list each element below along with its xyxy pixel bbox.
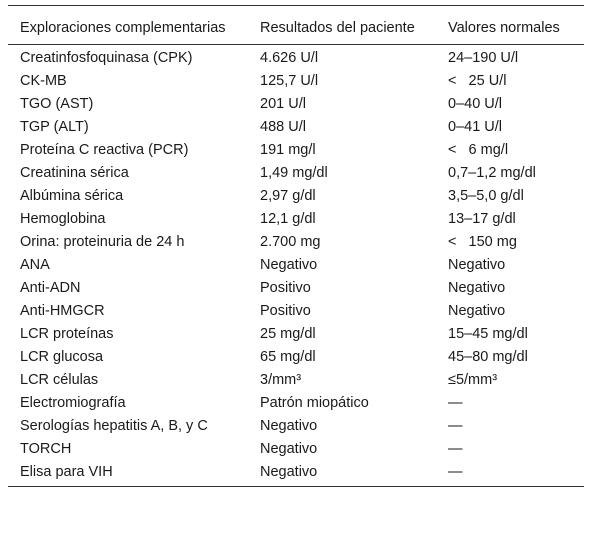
table-cell: Creatinina sérica <box>20 165 129 181</box>
table-cell: Anti-HMGCR <box>20 303 105 319</box>
table-body: Creatinfosfoquinasa (CPK) 4.626 U/l 24–190… <box>8 45 584 487</box>
table-cell: Serologías hepatitis A, B, y C <box>20 418 208 434</box>
header-row: Exploraciones complementarias Resultados … <box>8 5 584 45</box>
table-cell: Creatinfosfoquinasa (CPK) <box>20 50 193 66</box>
table-cell: Hemoglobina <box>20 211 106 227</box>
table-cell: 3/mm³ <box>260 372 302 388</box>
table-row: TORCH Negativo — <box>8 438 584 461</box>
table-cell: 65 mg/dl <box>260 349 316 365</box>
table-cell: LCR glucosa <box>20 349 104 365</box>
table-cell: — <box>448 395 463 411</box>
table-cell: 191 mg/l <box>260 142 316 158</box>
table-row: ANA Negativo Negativo <box>8 254 584 277</box>
table-cell: Negativo <box>448 257 506 273</box>
table-row: TGO (AST) 201 U/l 0–40 U/l <box>8 93 584 116</box>
header-cell: Exploraciones complementarias <box>8 5 248 45</box>
table-cell: Negativo <box>448 280 506 296</box>
table-cell: TGO (AST) <box>20 96 94 112</box>
table-cell: Negativo <box>260 441 318 457</box>
table-cell: 0–40 U/l <box>448 96 503 112</box>
table-cell: < 150 mg <box>448 234 517 250</box>
table-cell: Electromiografía <box>20 395 126 411</box>
table-cell: 4.626 U/l <box>260 50 319 66</box>
table-cell: LCR proteínas <box>20 326 114 342</box>
table-cell: < 6 mg/l <box>448 142 509 158</box>
table-cell: Proteína C reactiva (PCR) <box>20 142 189 158</box>
table-cell: Orina: proteinuria de 24 h <box>20 234 185 250</box>
lab-table: Exploraciones complementarias Resultados … <box>8 5 584 487</box>
table-cell: Negativo <box>260 418 318 434</box>
table-cell: Patrón miopático <box>260 395 369 411</box>
header-cell: Resultados del paciente <box>248 5 436 45</box>
table-row: LCR glucosa 65 mg/dl 45–80 mg/dl <box>8 346 584 369</box>
table-cell: — <box>448 418 463 434</box>
table-row: CK-MB 125,7 U/l < 25 U/l <box>8 70 584 93</box>
table-row: Albúmina sérica 2,97 g/dl 3,5–5,0 g/dl <box>8 185 584 208</box>
table-row: Orina: proteinuria de 24 h 2.700 mg < 150 … <box>8 231 584 254</box>
table-cell: ANA <box>20 257 50 273</box>
table-cell: TORCH <box>20 441 72 457</box>
table-cell: CK-MB <box>20 73 67 89</box>
table-cell: 0,7–1,2 mg/dl <box>448 165 536 181</box>
table-cell: 3,5–5,0 g/dl <box>448 188 524 204</box>
table-cell: 45–80 mg/dl <box>448 349 528 365</box>
header-cell: Valores normales <box>436 5 584 45</box>
table-cell: 15–45 mg/dl <box>448 326 528 342</box>
table-cell: — <box>448 441 463 457</box>
table-cell: TGP (ALT) <box>20 119 89 135</box>
table-cell: < 25 U/l <box>448 73 507 89</box>
table-row: Serologías hepatitis A, B, y C Negativo — <box>8 415 584 438</box>
table-row: Hemoglobina 12,1 g/dl 13–17 g/dl <box>8 208 584 231</box>
table-row: LCR proteínas 25 mg/dl 15–45 mg/dl <box>8 323 584 346</box>
table-row: Anti-HMGCR Positivo Negativo <box>8 300 584 323</box>
table-cell: 2.700 mg <box>260 234 321 250</box>
table-cell: LCR células <box>20 372 99 388</box>
table-row: Electromiografía Patrón miopático — <box>8 392 584 415</box>
table-row: Proteína C reactiva (PCR) 191 mg/l < 6 mg/… <box>8 139 584 162</box>
table-row: LCR células 3/mm³ ≤5/mm³ <box>8 369 584 392</box>
table-row: Creatinina sérica 1,49 mg/dl 0,7–1,2 mg/dl <box>8 162 584 185</box>
table-cell: ≤5/mm³ <box>448 372 498 388</box>
table-cell: Negativo <box>448 303 506 319</box>
table-cell: 13–17 g/dl <box>448 211 516 227</box>
table-cell: 488 U/l <box>260 119 306 135</box>
table-cell: Positivo <box>260 280 311 296</box>
table-cell: 125,7 U/l <box>260 73 319 89</box>
table-cell: 201 U/l <box>260 96 306 112</box>
table-cell: 24–190 U/l <box>448 50 519 66</box>
table-cell: Positivo <box>260 303 311 319</box>
table-row: Anti-ADN Positivo Negativo <box>8 277 584 300</box>
table-row: TGP (ALT) 488 U/l 0–41 U/l <box>8 116 584 139</box>
table-cell: 12,1 g/dl <box>260 211 316 227</box>
table-cell: 2,97 g/dl <box>260 188 316 204</box>
table-row: Elisa para VIH Negativo — <box>8 461 584 487</box>
table-cell: 1,49 mg/dl <box>260 165 328 181</box>
table-cell: Anti-ADN <box>20 280 81 296</box>
table-cell: — <box>436 461 584 487</box>
table-cell: Negativo <box>260 257 318 273</box>
table-cell: Albúmina sérica <box>20 188 124 204</box>
table-cell: 0–41 U/l <box>448 119 503 135</box>
table-cell: Negativo <box>248 461 436 487</box>
table-cell: Elisa para VIH <box>8 461 248 487</box>
table-cell: 25 mg/dl <box>260 326 316 342</box>
table-row: Creatinfosfoquinasa (CPK) 4.626 U/l 24–190… <box>8 45 584 71</box>
